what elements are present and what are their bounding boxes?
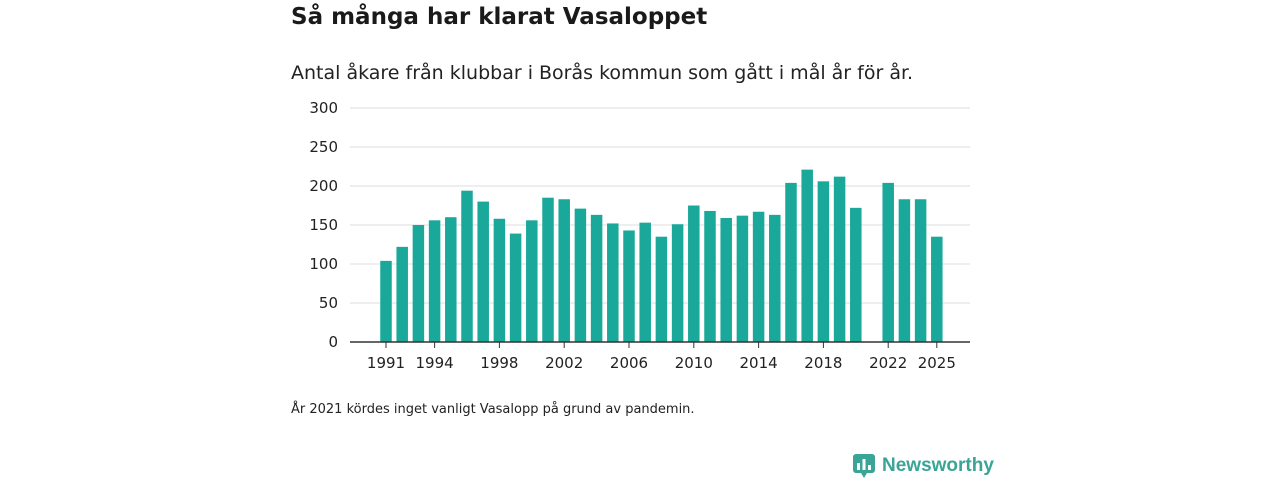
bar-2003 [574, 208, 587, 342]
bar-2009 [671, 224, 684, 342]
bar-2016 [785, 182, 797, 342]
bar-2011 [704, 210, 716, 342]
bar-2004 [590, 214, 603, 342]
y-tick-label: 100 [309, 255, 338, 273]
newsworthy-logo-icon [853, 454, 875, 478]
bar-1998 [493, 218, 506, 342]
y-tick-label: 250 [309, 138, 338, 156]
bar-2002 [558, 199, 570, 342]
bar-2008 [655, 236, 668, 342]
bar-1992 [396, 246, 408, 342]
footnote: År 2021 kördes inget vanligt Vasalopp på… [291, 402, 695, 417]
bar-2012 [720, 217, 732, 342]
bar-2005 [607, 223, 619, 342]
x-axis-tick-labels: 1991 1994 1998 2002 2006 2010 2014 2018 2022 2025 [367, 342, 956, 372]
bar-2020 [850, 207, 862, 342]
bar-2000 [526, 220, 538, 342]
bar-2001 [542, 197, 554, 342]
bar-2017 [801, 169, 813, 342]
chart-subtitle: Antal åkare från klubbar i Borås kommun … [291, 62, 914, 84]
y-tick-label: 300 [309, 99, 338, 117]
bar-1993 [412, 225, 425, 342]
y-tick-label: 0 [328, 333, 338, 351]
chart-title: Så många har klarat Vasaloppet [291, 4, 708, 30]
y-tick-label: 200 [309, 177, 338, 195]
bars [380, 169, 943, 342]
bar-2010 [688, 205, 700, 342]
x-tick-label: 2006 [610, 354, 648, 372]
x-tick-label: 2022 [869, 354, 907, 372]
y-axis-tick-labels: 0 50 100 150 200 250 300 [309, 99, 338, 351]
bar-2006 [623, 230, 635, 342]
x-tick-label: 2018 [804, 354, 842, 372]
bar-2007 [639, 222, 651, 342]
bar-2023 [898, 199, 911, 342]
x-tick-label: 2014 [740, 354, 778, 372]
bar-1997 [477, 201, 489, 342]
bar-2013 [736, 215, 749, 342]
bar-1991 [380, 260, 392, 342]
x-tick-label: 2025 [918, 354, 956, 372]
x-tick-label: 1994 [416, 354, 454, 372]
x-tick-label: 1991 [367, 354, 405, 372]
bar-2024 [914, 199, 927, 342]
bar-2018 [817, 181, 830, 342]
bar-2022 [882, 182, 894, 342]
bar-2014 [752, 211, 765, 342]
bar-1999 [509, 233, 522, 342]
x-tick-label: 2002 [545, 354, 583, 372]
x-tick-label: 1998 [480, 354, 518, 372]
bar-1995 [445, 217, 457, 342]
y-tick-label: 50 [319, 294, 338, 312]
brand-name: Newsworthy [882, 455, 994, 476]
bar-2015 [769, 214, 781, 342]
bar-1994 [428, 220, 441, 342]
bar-2025 [931, 236, 943, 342]
y-tick-label: 150 [309, 216, 338, 234]
bar-1996 [461, 190, 473, 342]
bar-2019 [833, 176, 846, 342]
newsworthy-brand[interactable]: Newsworthy [852, 452, 994, 480]
x-tick-label: 2010 [675, 354, 713, 372]
